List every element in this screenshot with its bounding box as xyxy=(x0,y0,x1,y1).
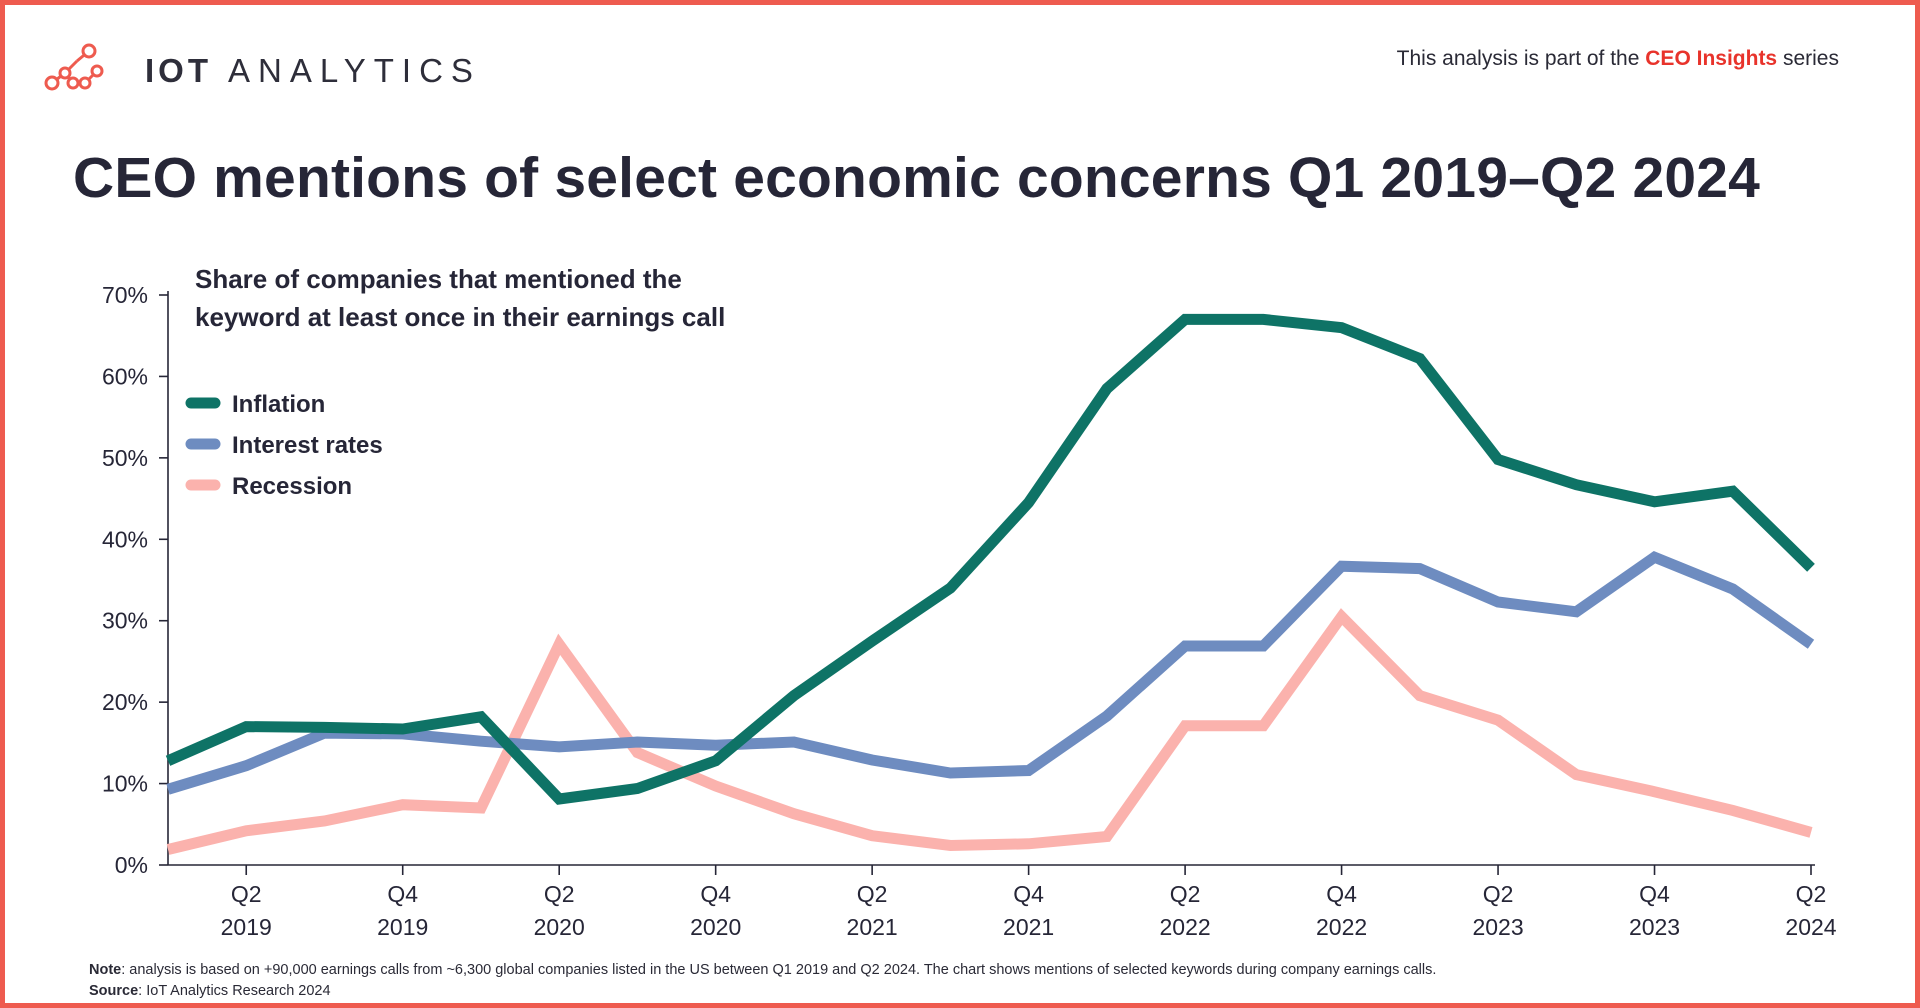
note-label: Note xyxy=(89,962,122,978)
x-tick-label-year: 2022 xyxy=(1160,914,1211,940)
x-tick-label-quarter: Q4 xyxy=(700,881,731,907)
x-tick-label-quarter: Q2 xyxy=(231,881,262,907)
series-suffix: series xyxy=(1782,47,1839,70)
x-tick-label-quarter: Q4 xyxy=(1639,881,1670,907)
x-tick-label-quarter: Q2 xyxy=(857,881,888,907)
series-line-recession xyxy=(166,608,1813,855)
x-tick-label-quarter: Q4 xyxy=(1013,881,1044,907)
y-tick-label: 50% xyxy=(102,445,148,471)
x-tick-label-year: 2024 xyxy=(1785,914,1836,940)
logo-bold: IOT xyxy=(145,52,212,89)
y-tick-label: 70% xyxy=(102,282,148,308)
series-prefix: This analysis is part of the xyxy=(1396,47,1640,70)
x-tick-label-quarter: Q4 xyxy=(387,881,418,907)
x-tick-label-year: 2021 xyxy=(1003,914,1054,940)
x-tick-label-year: 2023 xyxy=(1472,914,1523,940)
page-title: CEO mentions of select economic concerns… xyxy=(73,146,1761,210)
y-tick-label: 20% xyxy=(102,689,148,715)
network-nodes-icon xyxy=(44,43,104,91)
y-tick-label: 30% xyxy=(102,608,148,634)
logo-light: ANALYTICS xyxy=(228,52,481,89)
x-tick-label-quarter: Q2 xyxy=(1170,881,1201,907)
chart-subtitle-line: keyword at least once in their earnings … xyxy=(195,302,725,332)
footnote: Note: analysis is based on +90,000 earni… xyxy=(89,960,1436,1002)
x-tick-label-quarter: Q2 xyxy=(1796,881,1827,907)
note-text: : analysis is based on +90,000 earnings … xyxy=(121,962,1437,978)
series-note: This analysis is part of the CEO Insight… xyxy=(1397,47,1839,71)
y-tick-label: 0% xyxy=(115,852,148,878)
legend-label-inflation: Inflation xyxy=(232,391,325,418)
x-tick-label-year: 2020 xyxy=(534,914,585,940)
source-line: Source: IoT Analytics Research 2024 xyxy=(89,981,1436,1002)
source-text: : IoT Analytics Research 2024 xyxy=(138,983,331,999)
x-tick-label-year: 2022 xyxy=(1316,914,1367,940)
brand-logo: IOT ANALYTICS xyxy=(43,43,481,99)
x-tick-label-year: 2021 xyxy=(847,914,898,940)
logo-wordmark: IOT ANALYTICS xyxy=(145,52,481,90)
y-tick-label: 60% xyxy=(102,363,148,389)
series-line-inflation xyxy=(165,313,1815,805)
source-label: Source xyxy=(89,983,139,999)
legend-label-recession: Recession xyxy=(232,473,352,500)
series-highlight-link[interactable]: CEO Insights xyxy=(1645,47,1778,70)
x-tick-label-quarter: Q2 xyxy=(1483,881,1514,907)
x-tick-label-year: 2019 xyxy=(221,914,272,940)
y-tick-label: 40% xyxy=(102,526,148,552)
legend-label-interest-rates: Interest rates xyxy=(232,432,383,459)
x-tick-label-year: 2019 xyxy=(377,914,428,940)
x-tick-label-year: 2020 xyxy=(690,914,741,940)
chart-subtitle-line: Share of companies that mentioned the xyxy=(195,264,682,294)
x-tick-label-quarter: Q4 xyxy=(1326,881,1357,907)
y-tick-label: 10% xyxy=(102,771,148,797)
line-chart: 0% 10% 20% 30% 40% 50% 60% 70% Q2 2019 Q4 2019 Q2 20… xyxy=(102,264,1837,940)
series-line-interest-rates xyxy=(166,550,1815,795)
x-tick-label-year: 2023 xyxy=(1629,914,1680,940)
x-tick-label-quarter: Q2 xyxy=(544,881,575,907)
note-line: Note: analysis is based on +90,000 earni… xyxy=(89,960,1436,981)
